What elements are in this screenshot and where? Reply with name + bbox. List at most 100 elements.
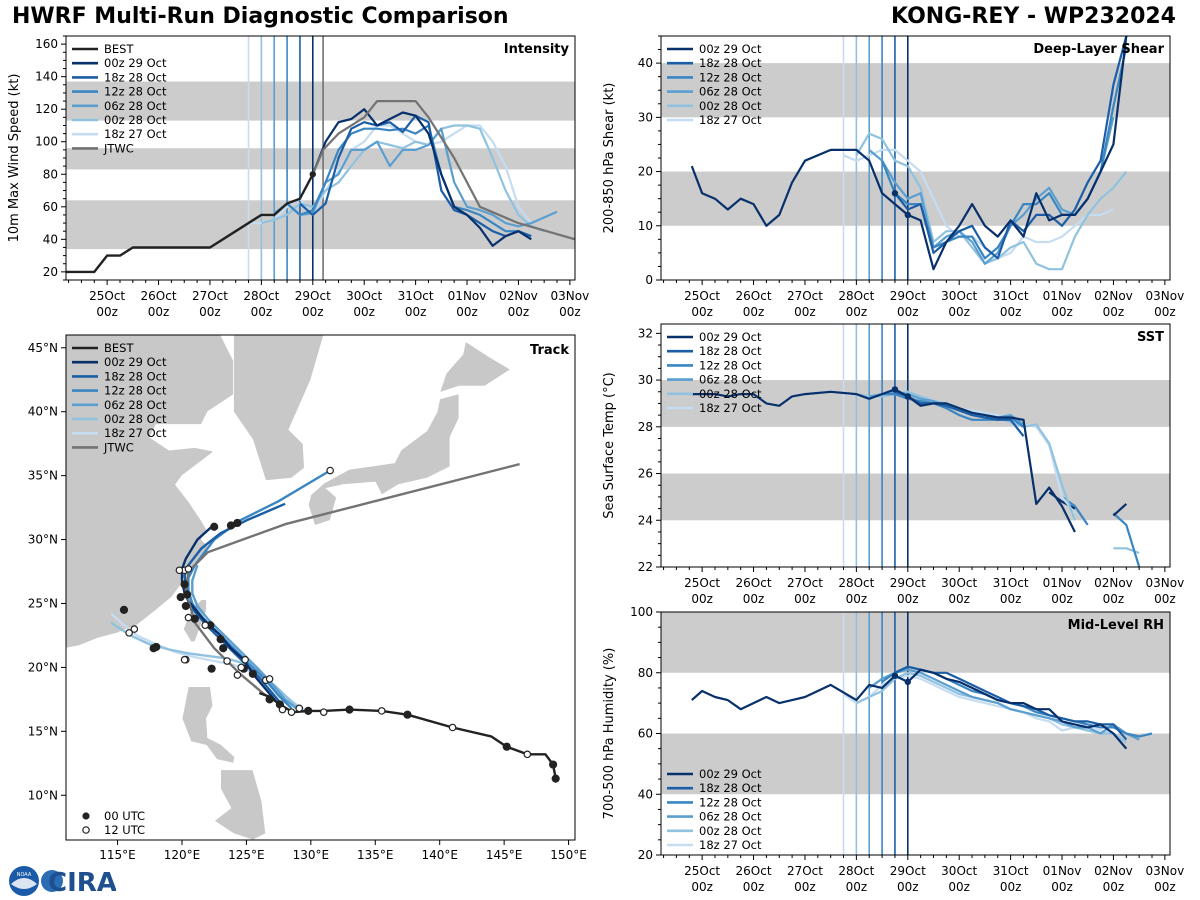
shear-x-tick-label: 28Oct [838, 289, 874, 303]
track-marker-12utc [448, 723, 457, 732]
intensity-y-tick-label: 140 [35, 70, 58, 84]
intensity-y-tick-label: 160 [35, 37, 58, 51]
rh-panel: 20 40 60 80 100 25Oct 00z 26Oct 00z 27Oct 00z 28Oct… [602, 605, 1184, 894]
track-marker-00utc [248, 669, 257, 678]
track-marker-12utc [125, 629, 133, 637]
shear-series-point [904, 211, 911, 219]
track-line [258, 691, 557, 779]
shear-x-tick-label: 26Oct [736, 289, 772, 303]
intensity-series-line [311, 108, 532, 247]
shear-x-tick-label: 31Oct [993, 289, 1029, 303]
track-marker-00utc [149, 644, 158, 653]
rh-legend-label: 06z 28 Oct [699, 810, 762, 824]
cira-logo: NOAA CIRA [9, 866, 116, 898]
sst-legend-label: 18z 28 Oct [699, 344, 762, 358]
track-marker-00utc [502, 742, 511, 751]
track-panel: 115°E 120°E 125°E 130°E 135°E 140°E 145°E 150°E… [28, 334, 587, 862]
luzon-land [181, 686, 236, 764]
shear-x-tick-label-hour: 00z [691, 305, 713, 319]
rh-x-tick-label: 26Oct [736, 864, 772, 878]
intensity-x-tick-label-hour: 00z [508, 305, 530, 319]
intensity-x-tick-label: 29Oct [295, 289, 331, 303]
track-marker-12utc [287, 708, 296, 716]
track-line [191, 564, 299, 711]
sst-x-tick-label-hour: 00z [691, 592, 713, 606]
intensity-x-tick-label: 30Oct [346, 289, 382, 303]
track-marker-12utc [295, 704, 304, 713]
intensity-x-tick-label-hour: 00z [96, 305, 118, 319]
sst-series-line [894, 390, 1025, 437]
track-legend-label: 06z 28 Oct [104, 398, 167, 412]
sst-series-line [1112, 512, 1141, 567]
track-legend-00utc-label: 00 UTC [104, 809, 145, 823]
intensity-x-tick-label: 26Oct [141, 289, 177, 303]
noaa-seal-text: NOAA [17, 872, 32, 878]
shear-x-tick-label-hour: 00z [846, 305, 868, 319]
figure-title: HWRF Multi-Run Diagnostic Comparison [12, 4, 509, 29]
noaa-seal-wave [11, 878, 37, 889]
track-marker-12utc [223, 657, 231, 665]
intensity-x-tick-label-hour: 00z [199, 305, 221, 319]
intensity-y-tick-label: 40 [43, 232, 58, 246]
track-marker-00utc [551, 774, 560, 783]
sst-shade-band [661, 473, 1170, 521]
intensity-x-tick-label-hour: 00z [302, 305, 324, 319]
track-marker-00utc [180, 580, 189, 589]
shear-x-tick-label: 27Oct [787, 289, 823, 303]
sst-x-tick-label-hour: 00z [1103, 592, 1125, 606]
rh-series-point [891, 672, 899, 679]
track-legend-label: 00z 28 Oct [104, 412, 167, 426]
track-x-tick-label: 145°E [486, 848, 523, 862]
track-legend-marker-00utc [82, 812, 90, 820]
rh-x-tick-label: 31Oct [993, 864, 1029, 878]
intensity-series-line [261, 124, 545, 233]
track-panel-title: Track [530, 343, 569, 358]
shear-x-tick-label-hour: 00z [948, 305, 970, 319]
intensity-legend-label: BEST [104, 42, 134, 56]
sst-x-tick-label: 25Oct [684, 576, 720, 590]
sst-series-point [891, 386, 899, 393]
shear-y-tick-label: 20 [638, 165, 653, 179]
intensity-series-line [66, 173, 314, 274]
track-y-tick-label: 10°N [28, 788, 58, 802]
track-legend-12utc-label: 12 UTC [104, 823, 145, 837]
rh-shade-band [661, 733, 1170, 795]
shear-panel-title: Deep-Layer Shear [1033, 42, 1164, 57]
rh-y-tick-label: 100 [630, 605, 653, 619]
intensity-y-tick-label: 20 [43, 265, 58, 279]
shear-x-tick-label-hour: 00z [1103, 305, 1125, 319]
shear-legend-label: 00z 28 Oct [699, 99, 762, 113]
shear-legend-label: 18z 28 Oct [699, 56, 762, 70]
intensity-legend-label: 00z 28 Oct [104, 113, 167, 127]
track-marker-00utc [207, 664, 216, 673]
intensity-x-tick-label-hour: 00z [251, 305, 273, 319]
intensity-legend-label: JTWC [103, 141, 134, 155]
rh-y-axis-label: 700-500 hPa Humidity (%) [602, 648, 617, 820]
rh-x-tick-label: 27Oct [787, 864, 823, 878]
rh-x-tick-label: 25Oct [684, 864, 720, 878]
shear-y-axis-label: 200-850 hPa Shear (kt) [602, 83, 617, 234]
rh-series-line [691, 668, 1128, 750]
track-y-tick-label: 20°N [28, 660, 58, 674]
track-y-tick-label: 30°N [28, 533, 58, 547]
intensity-series-point [309, 171, 316, 178]
sst-x-tick-label-hour: 00z [1051, 592, 1073, 606]
track-x-tick-label: 150°E [550, 848, 587, 862]
intensity-panel: 20 40 60 80 100 120 140 160 25Oct 00z 26Oct 00z 27Oc… [7, 35, 589, 319]
shear-legend-label: 12z 28 Oct [699, 70, 762, 84]
sst-x-tick-label: 02Nov [1094, 576, 1133, 590]
sst-y-tick-label: 28 [638, 420, 653, 434]
shear-x-tick-label: 01Nov [1043, 289, 1082, 303]
track-x-tick-label: 135°E [357, 848, 394, 862]
intensity-legend-label: 12z 28 Oct [104, 85, 167, 99]
track-marker-12utc [241, 655, 249, 664]
intensity-x-tick-label: 02Nov [499, 289, 538, 303]
track-legend-label: JTWC [103, 440, 134, 454]
track-marker-00utc [265, 695, 274, 704]
intensity-x-tick-label: 31Oct [398, 289, 434, 303]
intensity-y-axis-label: 10m Max Wind Speed (kt) [7, 74, 22, 243]
track-legend-label: 00z 29 Oct [104, 355, 167, 369]
intensity-series-line [311, 100, 575, 241]
rh-series-line [855, 671, 1127, 744]
track-marker-12utc [523, 750, 532, 759]
